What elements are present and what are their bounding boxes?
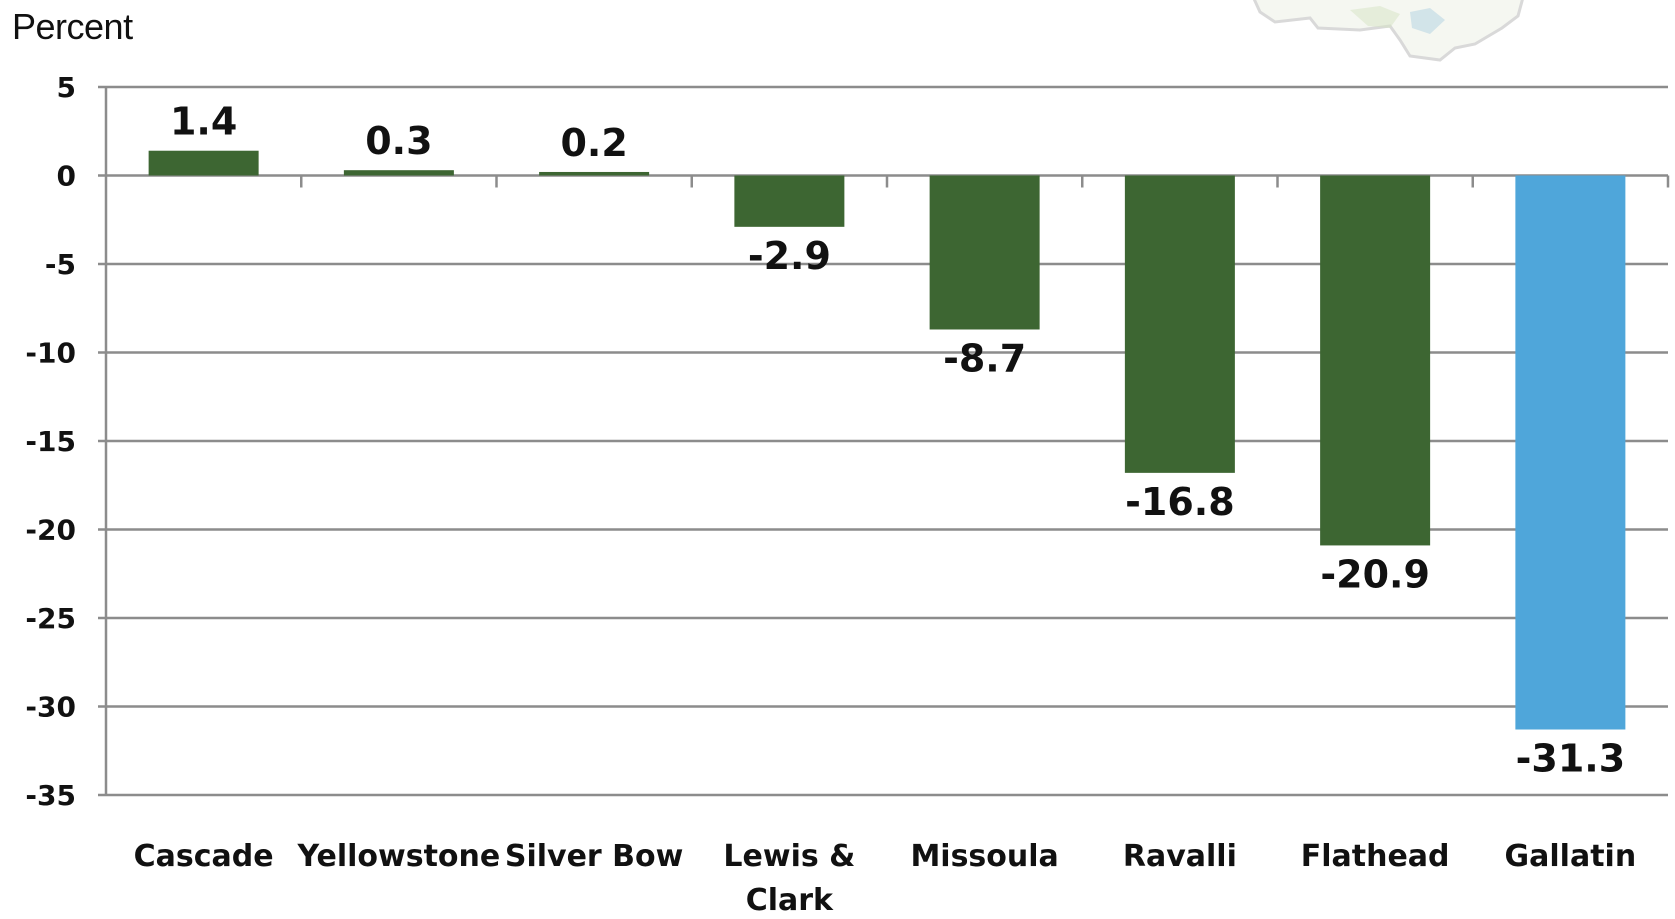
data-label: -31.3 [1516, 737, 1626, 781]
bar-silver-bow [539, 171, 650, 176]
data-label: -16.8 [1125, 480, 1235, 524]
x-category-label: Lewis & [723, 839, 855, 874]
y-tick-label: 5 [57, 71, 76, 104]
data-label: -8.7 [943, 336, 1026, 380]
data-label: 0.3 [365, 119, 432, 163]
x-category-label: Missoula [910, 839, 1058, 874]
data-label: -20.9 [1320, 552, 1430, 596]
state-map-image [1240, 0, 1530, 72]
bar-yellowstone [343, 170, 454, 176]
data-label: -2.9 [748, 234, 831, 278]
y-tick-label: -30 [25, 691, 76, 724]
y-tick-label: -5 [45, 248, 76, 281]
x-category-label: Flathead [1301, 839, 1450, 874]
y-tick-label: -25 [25, 602, 76, 635]
x-category-label: Ravalli [1123, 839, 1237, 874]
data-label: 0.2 [560, 121, 627, 165]
x-category-label: Yellowstone [297, 839, 501, 874]
bar-gallatin [1515, 175, 1626, 730]
x-category-label: Clark [746, 883, 834, 914]
y-tick-label: -35 [25, 779, 76, 812]
bar-flathead [1320, 175, 1431, 546]
x-category-label: Gallatin [1505, 839, 1637, 874]
x-category-label: Silver Bow [505, 839, 684, 874]
data-label: 1.4 [170, 100, 237, 144]
bar-ravalli [1124, 175, 1235, 473]
y-tick-label: -20 [25, 514, 76, 547]
bar-missoula [929, 175, 1040, 330]
bar-cascade [148, 150, 259, 176]
y-tick-label: 0 [57, 160, 76, 193]
bar-lewis-clark [734, 175, 845, 227]
y-tick-label: -15 [25, 425, 76, 458]
y-tick-label: -10 [25, 337, 76, 370]
x-category-label: Cascade [134, 839, 274, 874]
y-axis-label: Percent [12, 6, 133, 47]
